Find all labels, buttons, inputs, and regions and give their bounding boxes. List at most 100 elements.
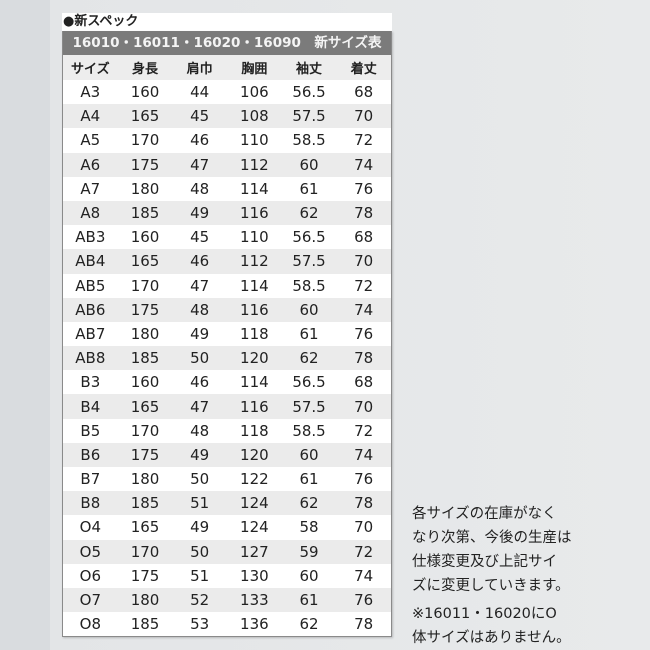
cell-length: 74 [354,300,374,319]
cell-size: AB8 [75,349,106,368]
header-height: 身長 [132,62,159,77]
header-size: サイズ [71,62,110,77]
header-sleeve: 袖丈 [296,62,323,77]
cell-height: 175 [130,566,160,585]
cell-shoulder: 46 [190,252,210,271]
cell-size: A3 [80,83,101,102]
table-row: AB7 180 49 118 61 76 [63,321,391,347]
cell-chest: 110 [240,131,269,150]
cell-shoulder: 50 [190,542,210,561]
cell-shoulder: 45 [190,107,210,126]
cell-sleeve: 56.5 [292,373,326,392]
cell-chest: 106 [240,83,269,102]
table-row: A4 165 45 108 57.5 70 [63,104,391,129]
cell-length: 70 [354,107,374,126]
cell-shoulder: 46 [190,131,210,150]
cell-chest: 122 [240,470,269,489]
cell-chest: 118 [240,324,269,343]
cell-size: O4 [79,518,102,537]
cell-length: 72 [354,276,374,295]
cell-sleeve: 61 [299,179,319,198]
cell-size: B4 [80,397,101,416]
cell-chest: 116 [240,300,269,319]
table-row: O7 180 52 133 61 76 [63,587,391,613]
table-row: A6 175 47 112 60 74 [63,152,391,177]
cell-chest: 118 [240,421,269,440]
notice-text: 各サイズの在庫がなく なり次第、今後の生産は 仕様変更及び上記サイ ズに変更して… [412,502,572,650]
size-table: 16010・16011・16020・16090 新サイズ表 サイズ 身長 肩巾 … [62,31,392,638]
cell-shoulder: 49 [190,518,210,537]
cell-height: 165 [130,518,160,537]
cell-chest: 124 [240,518,269,537]
cell-shoulder: 49 [190,324,210,343]
cell-chest: 112 [240,252,269,271]
cell-height: 165 [130,107,160,126]
cell-size: O8 [79,615,102,634]
cell-chest: 114 [240,179,269,198]
cell-shoulder: 47 [190,397,210,416]
remark-line: ※16011・16020にO [412,606,557,622]
table-row: O8 185 53 136 62 78 [63,612,391,637]
cell-sleeve: 62 [299,349,319,368]
table-row: AB6 175 48 116 60 74 [63,297,391,322]
table-row: O6 175 51 130 60 74 [63,563,391,588]
cell-length: 72 [354,421,374,440]
cell-size: B6 [80,445,101,464]
cell-shoulder: 50 [190,349,210,368]
cell-size: AB6 [75,300,106,319]
cell-chest: 133 [240,591,269,610]
table-row: A5 170 46 110 58.5 72 [63,128,391,153]
cell-height: 170 [130,421,160,440]
cell-length: 74 [354,445,374,464]
cell-sleeve: 58.5 [292,131,326,150]
note-line: なり次第、今後の生産は [412,530,572,546]
cell-shoulder: 52 [190,591,210,610]
cell-chest: 136 [240,615,269,634]
cell-height: 180 [130,470,160,489]
cell-chest: 116 [240,397,269,416]
cell-size: A8 [80,204,101,223]
table-row: AB4 165 46 112 57.5 70 [63,249,391,274]
cell-height: 170 [130,131,160,150]
cell-length: 76 [354,470,374,489]
cell-sleeve: 61 [299,324,319,343]
note-line: 仕様変更及び上記サイ [412,554,557,570]
note-line: 各サイズの在庫がなく [412,506,557,522]
table-row: AB3 160 45 110 56.5 68 [63,225,391,250]
cell-shoulder: 47 [190,155,210,174]
table-row: B4 165 47 116 57.5 70 [63,394,391,419]
note-line: ズに変更していきます。 [412,578,570,594]
cell-length: 74 [354,566,374,585]
cell-sleeve: 62 [299,494,319,513]
table-row: B6 175 49 120 60 74 [63,442,391,467]
cell-length: 72 [354,542,374,561]
cell-height: 175 [130,300,160,319]
cell-height: 180 [130,324,160,343]
cell-size: AB3 [75,228,106,247]
cell-shoulder: 50 [190,470,210,489]
cell-size: AB4 [75,252,106,271]
cell-length: 72 [354,131,374,150]
cell-height: 160 [130,228,160,247]
cell-sleeve: 57.5 [292,397,326,416]
cell-chest: 124 [240,494,269,513]
cell-height: 185 [130,615,160,634]
cell-size: B3 [80,373,101,392]
cell-shoulder: 53 [190,615,210,634]
cell-size: B5 [80,421,101,440]
cell-chest: 120 [240,445,269,464]
cell-sleeve: 60 [299,445,319,464]
cell-length: 68 [354,373,374,392]
cell-height: 185 [130,349,160,368]
cell-sleeve: 60 [299,155,319,174]
cell-height: 175 [130,155,160,174]
cell-sleeve: 57.5 [292,252,326,271]
cell-height: 185 [130,204,160,223]
cell-length: 76 [354,591,374,610]
cell-length: 78 [354,615,374,634]
cell-length: 76 [354,179,374,198]
cell-sleeve: 60 [299,566,319,585]
cell-sleeve: 58 [299,518,319,537]
table-row: O5 170 50 127 59 72 [63,539,391,564]
cell-sleeve: 62 [299,204,319,223]
